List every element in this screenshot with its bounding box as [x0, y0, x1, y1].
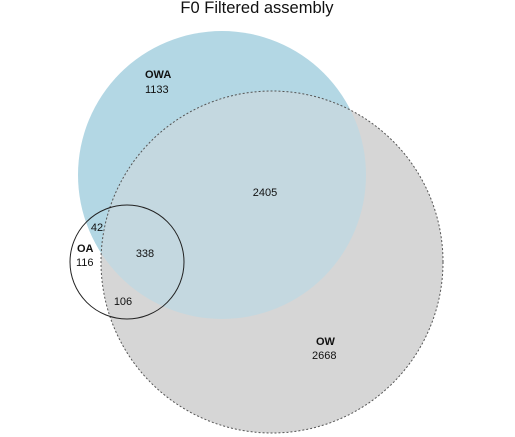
ow-count: 2668	[312, 350, 336, 362]
owa-label: OWA	[145, 69, 171, 81]
owa-ow-oa-count: 338	[136, 248, 154, 260]
owa-ow-overlap	[101, 91, 366, 319]
owa-oa-count: 42	[91, 222, 103, 234]
ow-outline	[100, 90, 444, 434]
oa-ow-owa-overlap	[101, 205, 184, 319]
ow-label: OW	[316, 336, 336, 348]
oa-label: OA	[77, 243, 94, 255]
oa-outline	[69, 204, 185, 320]
ow-oa-count: 106	[114, 296, 132, 308]
owa-ow-count: 2405	[253, 187, 277, 199]
owa-count: 1133	[145, 84, 169, 96]
diagram-title: F0 Filtered assembly	[180, 0, 334, 17]
oa-count: 116	[76, 257, 94, 269]
